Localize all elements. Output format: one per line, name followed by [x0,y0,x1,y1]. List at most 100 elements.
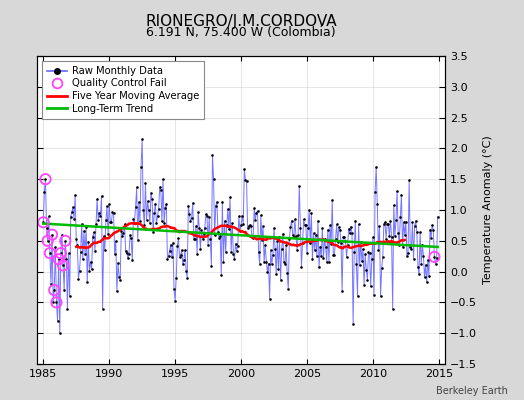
Point [392,217,400,224]
Point [354,221,363,227]
Point [369,234,377,240]
Point [184,202,192,209]
Point [206,236,214,242]
Point [343,242,352,248]
Point [210,176,218,182]
Point [362,266,370,273]
Point [190,236,198,242]
Text: 6.191 N, 75.400 W (Colombia): 6.191 N, 75.400 W (Colombia) [146,26,336,39]
Point [198,227,206,234]
Point [207,263,215,269]
Point [183,274,191,281]
Point [156,184,164,191]
Point [58,232,66,238]
Point [157,187,165,193]
Point [373,201,381,207]
Point [115,274,123,280]
Point [123,249,131,256]
Point [314,218,322,224]
Point [173,243,181,250]
Point [308,256,316,262]
Point [45,213,53,219]
Point [337,240,345,246]
Point [94,216,102,223]
Point [419,252,428,259]
Point [226,194,234,201]
Point [376,293,385,299]
Point [318,225,326,231]
Point [276,277,285,283]
Point [396,214,405,220]
Point [253,208,261,214]
Point [50,287,59,293]
Point [351,218,359,224]
Point [397,192,406,198]
Point [232,240,240,247]
Point [80,228,88,234]
Point [365,250,374,256]
Point [150,209,158,216]
Point [420,274,429,280]
Point [249,235,257,242]
Point [152,220,161,226]
Point [151,200,159,207]
Point [177,251,185,258]
Point [79,256,87,262]
Point [39,219,48,226]
Point [242,177,250,184]
Point [282,242,290,248]
Point [144,198,152,204]
Point [239,220,247,227]
Y-axis label: Temperature Anomaly (°C): Temperature Anomaly (°C) [483,136,493,284]
Point [268,261,276,267]
Point [427,234,435,241]
Point [191,236,199,242]
Point [236,227,244,234]
Point [375,223,384,230]
Point [423,256,432,263]
Point [334,239,342,246]
Point [297,264,305,270]
Point [110,210,118,216]
Point [405,177,413,184]
Point [47,281,55,287]
Point [118,232,127,239]
Point [135,199,143,205]
Point [317,253,325,260]
Point [180,256,188,263]
Point [328,196,336,203]
Point [400,232,409,238]
Point [201,225,209,231]
Point [286,224,294,230]
Point [368,256,376,262]
Point [398,244,407,250]
Point [101,247,109,254]
Point [82,224,90,231]
Point [61,238,70,244]
Point [335,224,343,230]
Point [410,222,419,229]
Point [196,246,204,252]
Point [104,231,112,238]
Point [41,176,50,182]
Point [319,255,328,262]
Point [257,212,265,219]
Point [39,219,48,226]
Point [130,220,139,226]
Point [213,199,221,205]
Point [329,252,337,258]
Point [332,221,341,228]
Point [77,249,85,255]
Point [302,222,310,228]
Point [269,252,277,258]
Point [227,249,235,256]
Point [163,256,172,263]
Point [418,242,427,248]
Point [212,203,220,209]
Point [402,218,410,225]
Point [75,268,84,274]
Point [211,232,219,238]
Point [57,250,65,256]
Point [261,242,269,248]
Point [195,225,203,231]
